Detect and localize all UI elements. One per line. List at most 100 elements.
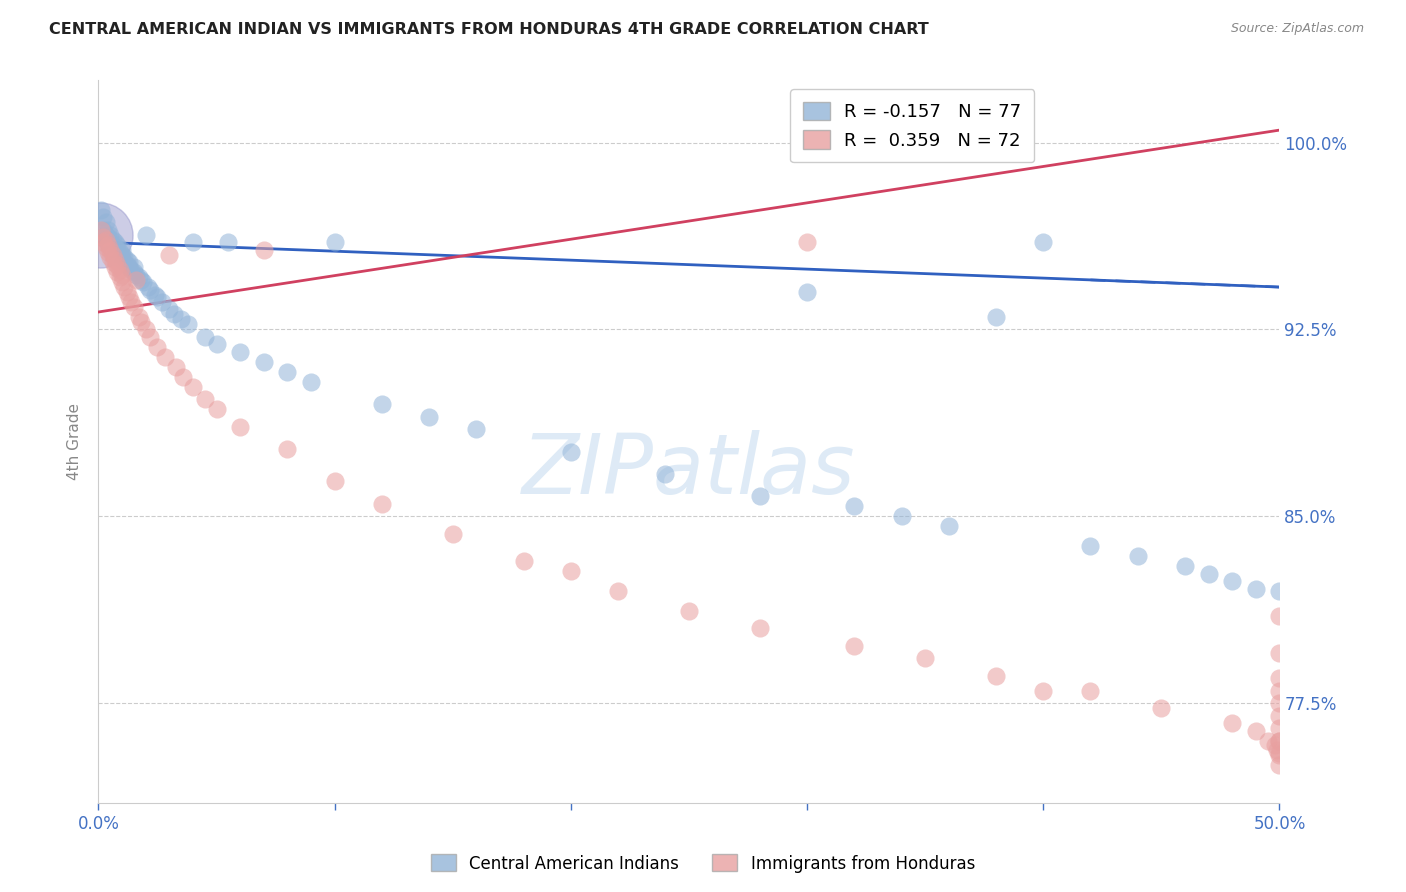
Point [844,500,866,514]
Point [143,287,166,301]
Point [104,235,127,250]
Point [796,285,818,299]
Point [984,310,1007,324]
Point [1268,758,1291,772]
Point [128,310,150,324]
Point [122,265,145,279]
Point [1174,559,1197,574]
Point [1268,733,1291,747]
Point [135,227,157,242]
Point [101,233,124,247]
Point [1126,549,1149,563]
Text: Source: ZipAtlas.com: Source: ZipAtlas.com [1230,22,1364,36]
Point [91,211,114,225]
Point [98,240,121,254]
Point [122,300,145,314]
Point [607,584,630,599]
Point [94,215,117,229]
Point [163,308,186,322]
Point [157,248,180,262]
Point [89,227,111,242]
Point [1268,696,1291,710]
Point [984,669,1007,683]
Point [90,223,112,237]
Point [105,248,128,262]
Point [91,230,114,244]
Point [299,375,322,389]
Point [105,265,128,279]
Point [1268,646,1291,660]
Point [105,237,128,252]
Point [1268,746,1291,760]
Point [441,526,464,541]
Point [108,245,131,260]
Point [112,255,135,269]
Point [135,322,157,336]
Y-axis label: 4th Grade: 4th Grade [67,403,83,480]
Point [98,243,121,257]
Point [101,237,124,252]
Legend: Central American Indians, Immigrants from Honduras: Central American Indians, Immigrants fro… [425,847,981,880]
Point [94,240,117,254]
Point [129,315,152,329]
Point [560,564,582,578]
Point [97,223,120,237]
Point [101,255,124,269]
Point [125,268,148,282]
Point [1268,748,1291,763]
Point [97,245,120,260]
Point [90,202,112,217]
Point [1150,701,1173,715]
Point [98,250,121,264]
Point [112,280,135,294]
Point [122,260,145,274]
Point [172,369,194,384]
Point [371,497,394,511]
Point [1220,716,1243,731]
Point [1257,733,1279,747]
Point [1268,609,1291,624]
Point [91,223,114,237]
Point [796,235,818,250]
Point [136,280,159,294]
Point [118,255,141,269]
Point [217,235,239,250]
Point [153,350,176,364]
Point [1268,671,1291,685]
Text: ZIPatlas: ZIPatlas [522,430,856,511]
Point [104,240,127,254]
Point [121,262,143,277]
Point [560,444,582,458]
Point [128,270,150,285]
Point [890,509,912,524]
Point [97,235,120,250]
Point [276,365,298,379]
Point [323,475,346,489]
Point [97,230,120,244]
Point [1268,584,1291,599]
Point [418,409,440,424]
Point [1268,683,1291,698]
Point [94,233,117,247]
Point [118,290,141,304]
Point [115,252,138,267]
Point [105,243,128,257]
Point [1244,582,1267,596]
Point [111,252,134,267]
Point [101,243,124,257]
Point [112,250,135,264]
Point [177,318,200,332]
Point [844,639,866,653]
Point [146,290,169,304]
Point [678,604,700,618]
Point [181,380,204,394]
Point [1080,539,1102,553]
Point [1032,683,1054,698]
Point [97,237,120,252]
Point [115,258,138,272]
Point [1264,739,1286,753]
Point [91,235,114,250]
Point [129,272,152,286]
Point [165,359,187,374]
Point [108,270,131,285]
